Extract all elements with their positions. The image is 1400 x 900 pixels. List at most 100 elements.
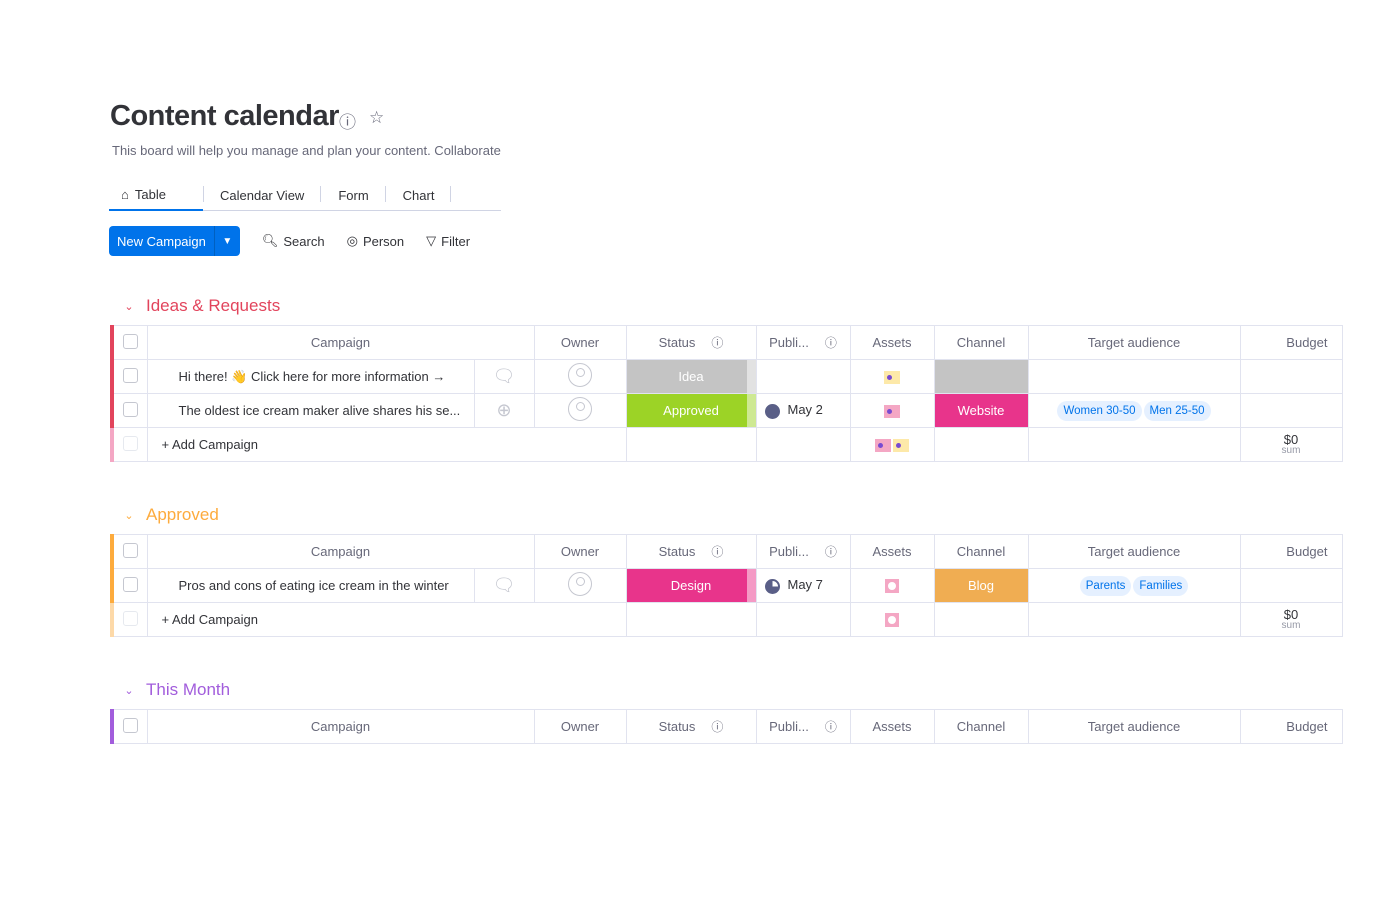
comment-icon[interactable]: 🗨︎ (473, 359, 535, 394)
column-owner[interactable]: Owner (533, 325, 627, 360)
chevron-down-icon[interactable]: ⌄ (124, 300, 134, 313)
search-button[interactable]: 🔍︎ Search (262, 233, 325, 249)
column-campaign[interactable]: Campaign (146, 709, 535, 744)
column-status[interactable]: Status ⓘ (625, 325, 757, 360)
column-publish[interactable]: Publi... ⓘ (755, 534, 851, 569)
person-filter-button[interactable]: ◎ Person (347, 233, 405, 249)
publish-cell[interactable]: May 7 (755, 568, 851, 603)
chevron-down-icon[interactable]: ⌄ (124, 509, 134, 522)
info-icon[interactable]: ⓘ (824, 720, 837, 734)
channel-cell[interactable]: Blog (933, 568, 1029, 603)
column-owner[interactable]: Owner (533, 534, 627, 569)
info-icon[interactable]: ⓘ (339, 113, 356, 132)
column-target-audience[interactable]: Target audience (1027, 534, 1241, 569)
column-status[interactable]: Status ⓘ (625, 709, 757, 744)
publish-cell[interactable] (755, 359, 851, 394)
tab-form[interactable]: Form (321, 180, 386, 210)
column-budget[interactable]: Budget (1239, 325, 1343, 360)
filter-button[interactable]: ▽ Filter (426, 233, 470, 249)
group-header-ideas[interactable]: ⌄ Ideas & Requests (122, 296, 280, 316)
status-cell[interactable]: Idea (625, 359, 757, 394)
table-row[interactable]: The oldest ice cream maker alive shares … (110, 393, 1343, 428)
target-audience-cell[interactable] (1027, 359, 1241, 394)
budget-cell[interactable] (1239, 359, 1343, 394)
tab-calendar-view[interactable]: Calendar View (203, 180, 322, 210)
tab-chart[interactable]: Chart (386, 180, 452, 210)
column-status[interactable]: Status ⓘ (625, 534, 757, 569)
column-target-audience[interactable]: Target audience (1027, 709, 1241, 744)
column-publish[interactable]: Publi... ⓘ (755, 325, 851, 360)
new-campaign-button[interactable]: New Campaign ▼ (109, 226, 240, 256)
publish-cell[interactable]: May 2 (755, 393, 851, 428)
info-icon[interactable]: ⓘ (824, 545, 837, 559)
select-all-checkbox[interactable] (110, 325, 148, 360)
column-channel[interactable]: Channel (933, 709, 1029, 744)
owner-avatar[interactable] (533, 359, 627, 394)
assets-cell[interactable] (849, 393, 935, 428)
column-owner[interactable]: Owner (533, 709, 627, 744)
column-campaign[interactable]: Campaign (146, 534, 535, 569)
assets-cell[interactable] (849, 568, 935, 603)
campaign-name[interactable]: The oldest ice cream maker alive shares … (146, 393, 475, 428)
toolbar: New Campaign ▼ 🔍︎ Search ◎ Person ▽ Filter (109, 226, 470, 256)
column-channel[interactable]: Channel (933, 325, 1029, 360)
file-icon[interactable] (893, 439, 909, 453)
column-target-audience[interactable]: Target audience (1027, 325, 1241, 360)
group-header-this-month[interactable]: ⌄ This Month (122, 680, 230, 700)
file-icon[interactable] (885, 613, 899, 628)
column-publish[interactable]: Publi... ⓘ (755, 709, 851, 744)
new-campaign-label[interactable]: New Campaign (109, 226, 215, 256)
audience-tag[interactable]: Men 25-50 (1143, 400, 1211, 421)
add-campaign-button[interactable]: + Add Campaign (146, 427, 627, 462)
column-campaign[interactable]: Campaign (146, 325, 535, 360)
column-budget[interactable]: Budget (1239, 709, 1343, 744)
assets-cell[interactable] (849, 359, 935, 394)
audience-tag[interactable]: Parents (1079, 575, 1132, 596)
budget-cell[interactable] (1239, 393, 1343, 428)
status-cell[interactable]: Design (625, 568, 757, 603)
file-icon[interactable] (875, 439, 891, 453)
target-audience-cell[interactable]: Parents Families (1027, 568, 1241, 603)
audience-tag[interactable]: Women 30-50 (1057, 400, 1142, 421)
campaign-name[interactable]: Hi there! 👋 Click here for more informat… (146, 359, 475, 394)
file-icon[interactable] (885, 579, 899, 594)
target-audience-cell[interactable]: Women 30-50 Men 25-50 (1027, 393, 1241, 428)
group-header-approved[interactable]: ⌄ Approved (122, 505, 218, 525)
column-assets[interactable]: Assets (849, 709, 935, 744)
star-icon[interactable]: ☆ (369, 108, 385, 127)
column-assets[interactable]: Assets (849, 534, 935, 569)
select-all-checkbox[interactable] (110, 709, 148, 744)
row-checkbox[interactable] (110, 359, 148, 394)
channel-cell[interactable] (933, 359, 1029, 394)
chevron-down-icon[interactable]: ▼ (222, 235, 233, 247)
column-label: Status (658, 719, 696, 734)
publish-date: May 2 (787, 402, 823, 418)
column-channel[interactable]: Channel (933, 534, 1029, 569)
campaign-name[interactable]: Pros and cons of eating ice cream in the… (146, 568, 475, 603)
owner-avatar[interactable] (533, 568, 627, 603)
status-cell[interactable]: Approved (625, 393, 757, 428)
info-icon[interactable]: ⓘ (711, 336, 724, 350)
channel-summary (933, 602, 1029, 637)
add-campaign-button[interactable]: + Add Campaign (146, 602, 627, 637)
table-row[interactable]: Pros and cons of eating ice cream in the… (110, 568, 1343, 603)
budget-cell[interactable] (1239, 568, 1343, 603)
info-icon[interactable]: ⓘ (711, 545, 724, 559)
column-assets[interactable]: Assets (849, 325, 935, 360)
comment-icon[interactable]: 🗨︎ (473, 568, 535, 603)
table-row[interactable]: Hi there! 👋 Click here for more informat… (110, 359, 1343, 394)
audience-tag[interactable]: Families (1133, 575, 1189, 596)
select-all-checkbox[interactable] (110, 534, 148, 569)
file-icon[interactable] (884, 405, 900, 419)
row-checkbox[interactable] (110, 393, 148, 428)
info-icon[interactable]: ⓘ (711, 720, 724, 734)
add-comment-icon[interactable]: ⊕ (473, 393, 535, 428)
file-icon[interactable] (884, 371, 900, 385)
channel-cell[interactable]: Website (933, 393, 1029, 428)
column-budget[interactable]: Budget (1239, 534, 1343, 569)
owner-avatar[interactable] (533, 393, 627, 428)
tab-table[interactable]: ⌂ Table (109, 180, 204, 211)
row-checkbox[interactable] (110, 568, 148, 603)
chevron-down-icon[interactable]: ⌄ (124, 684, 134, 697)
info-icon[interactable]: ⓘ (824, 336, 837, 350)
